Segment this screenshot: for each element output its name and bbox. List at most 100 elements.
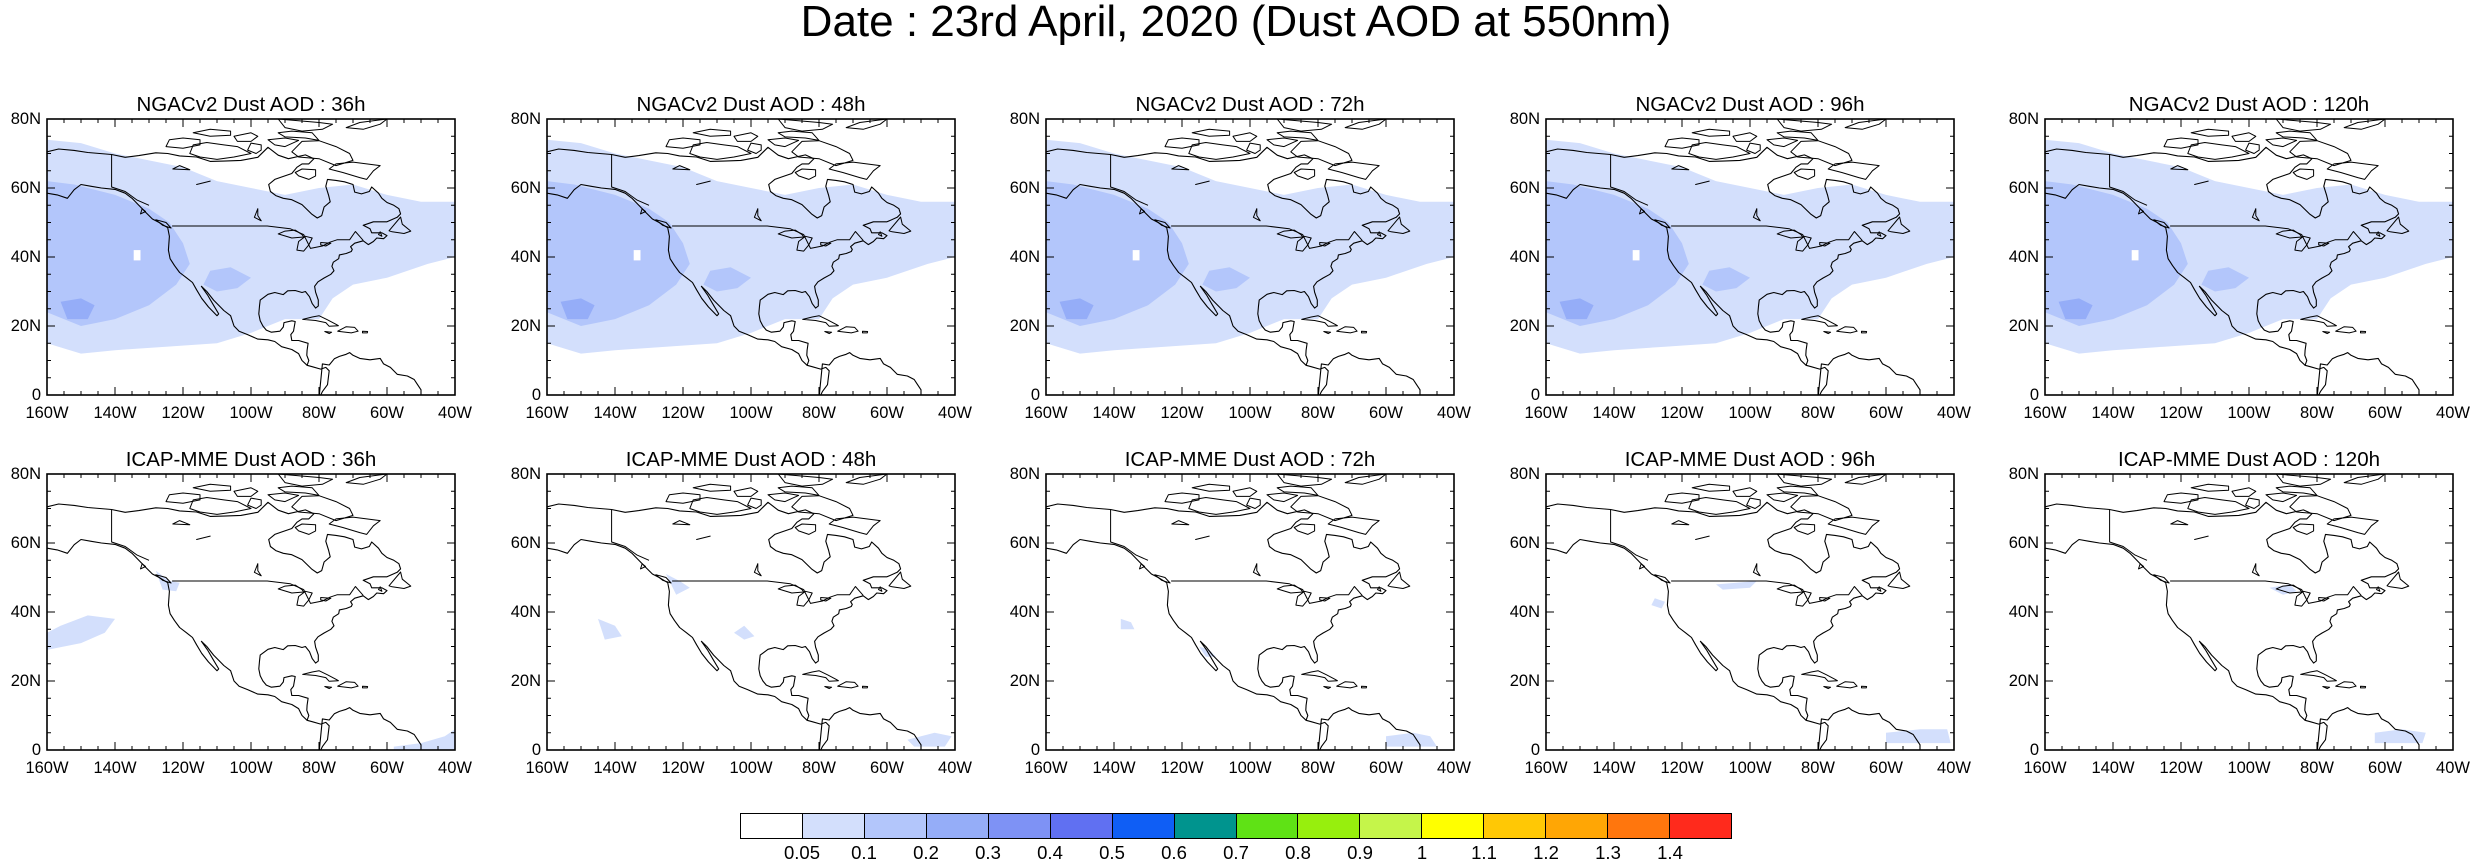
lat-tick-label: 0 xyxy=(531,386,541,404)
island-outline xyxy=(192,483,232,492)
island-outline xyxy=(777,119,834,132)
lat-tick-label: 80N xyxy=(10,465,41,483)
map-panel: NGACv2 Dust AOD : 120h 80N 60N 40N 20N 0 160W 1… xyxy=(2009,94,2470,422)
island-outline xyxy=(2138,563,2145,570)
island-outline xyxy=(802,315,839,327)
dust-aod-low-region xyxy=(2374,729,2426,744)
island-outline xyxy=(1861,330,1868,334)
lat-tick-label: 40N xyxy=(510,603,541,621)
island-outline xyxy=(1252,208,1261,222)
island-outline xyxy=(277,584,305,594)
island-outline xyxy=(696,535,711,540)
island-outline xyxy=(302,315,339,327)
lat-tick-label: 0 xyxy=(31,741,41,759)
lat-tick-label: 20N xyxy=(1009,317,1040,335)
island-outline xyxy=(1827,516,1880,535)
island-outline xyxy=(1887,216,1911,234)
island-outline xyxy=(837,681,859,689)
country-border xyxy=(672,225,864,249)
colorbar-swatch xyxy=(741,814,803,838)
lon-tick-label: 120W xyxy=(1160,759,1204,777)
island-outline xyxy=(1844,474,1887,485)
island-outline xyxy=(1823,331,1832,335)
lon-tick-label: 140W xyxy=(593,759,637,777)
map-panel: ICAP-MME Dust AOD : 36h 80N 60N 40N 20N 0 160W… xyxy=(11,449,472,777)
island-outline xyxy=(1377,231,1382,237)
colorbar-swatch xyxy=(1360,814,1423,838)
lon-tick-label: 100W xyxy=(2227,759,2271,777)
colorbar-swatch xyxy=(988,814,1051,838)
island-outline xyxy=(328,161,381,180)
island-outline xyxy=(337,326,359,334)
lat-tick-label: 20N xyxy=(510,672,541,690)
dust-aod-high-region xyxy=(560,298,595,320)
island-outline xyxy=(1877,231,1882,237)
island-outline xyxy=(1671,165,1690,171)
island-outline xyxy=(2292,168,2315,180)
lon-tick-label: 100W xyxy=(229,759,273,777)
island-outline xyxy=(291,495,354,522)
lat-tick-label: 0 xyxy=(1530,741,1540,759)
island-outline xyxy=(1836,326,1858,334)
island-outline xyxy=(2245,142,2260,154)
island-outline xyxy=(155,219,172,229)
lat-tick-label: 20N xyxy=(2008,672,2039,690)
colorbar-label: 0.2 xyxy=(913,842,939,863)
island-outline xyxy=(1861,685,1868,689)
island-outline xyxy=(1776,119,1833,132)
island-outline xyxy=(2376,231,2381,237)
lon-tick-label: 40W xyxy=(2436,404,2470,422)
country-border xyxy=(611,154,650,206)
country-border xyxy=(2109,509,2148,561)
lon-tick-label: 160W xyxy=(1024,759,1068,777)
lat-tick-label: 80N xyxy=(1509,110,1540,128)
map-panel: NGACv2 Dust AOD : 96h 80N 60N 40N 20N 0 160W 14… xyxy=(1510,94,1971,422)
island-outline xyxy=(777,474,834,487)
panel-title: NGACv2 Dust AOD : 120h xyxy=(2128,93,2370,116)
map-layers xyxy=(2045,474,2426,750)
island-outline xyxy=(140,208,147,215)
island-outline xyxy=(277,474,334,487)
dust-aod-medium-region xyxy=(47,181,190,326)
lat-tick-label: 0 xyxy=(31,386,41,404)
lat-tick-label: 60N xyxy=(10,179,41,197)
coastline xyxy=(2045,183,2420,395)
island-outline xyxy=(1836,681,1858,689)
island-outline xyxy=(862,330,869,334)
lon-tick-label: 60W xyxy=(2368,404,2402,422)
lon-tick-label: 120W xyxy=(661,404,705,422)
panel-title: NGACv2 Dust AOD : 72h xyxy=(1135,93,1365,116)
island-outline xyxy=(1827,161,1880,180)
lat-tick-label: 60N xyxy=(2008,534,2039,552)
island-outline xyxy=(2170,165,2189,171)
lon-tick-label: 120W xyxy=(661,759,705,777)
lon-tick-label: 60W xyxy=(1869,404,1903,422)
island-outline xyxy=(2251,208,2260,222)
island-outline xyxy=(345,474,388,485)
island-outline xyxy=(2153,574,2170,584)
lat-tick-label: 40N xyxy=(10,248,41,266)
island-outline xyxy=(1766,137,1799,148)
dust-aod-low-region xyxy=(1120,618,1135,630)
island-outline xyxy=(1139,208,1146,215)
map-layers xyxy=(1546,474,1951,750)
lat-tick-label: 20N xyxy=(1009,672,1040,690)
lon-tick-label: 160W xyxy=(1524,759,1568,777)
lon-tick-label: 80W xyxy=(1301,404,1335,422)
island-outline xyxy=(2326,516,2379,535)
island-outline xyxy=(2335,326,2357,334)
island-outline xyxy=(1877,586,1882,592)
island-outline xyxy=(196,180,211,185)
panel-title: ICAP-MME Dust AOD : 120h xyxy=(2117,448,2381,471)
island-outline xyxy=(1671,520,1690,526)
island-outline xyxy=(1688,142,1751,160)
dust-aod-gap xyxy=(133,250,141,261)
island-outline xyxy=(1664,137,1700,149)
island-outline xyxy=(1336,681,1358,689)
lon-tick-label: 140W xyxy=(93,404,137,422)
colorbar-label: 1.3 xyxy=(1595,842,1621,863)
country-border xyxy=(672,580,864,604)
island-outline xyxy=(791,495,854,522)
map-layers xyxy=(47,474,455,750)
dust-aod-medium-region xyxy=(1202,267,1250,292)
